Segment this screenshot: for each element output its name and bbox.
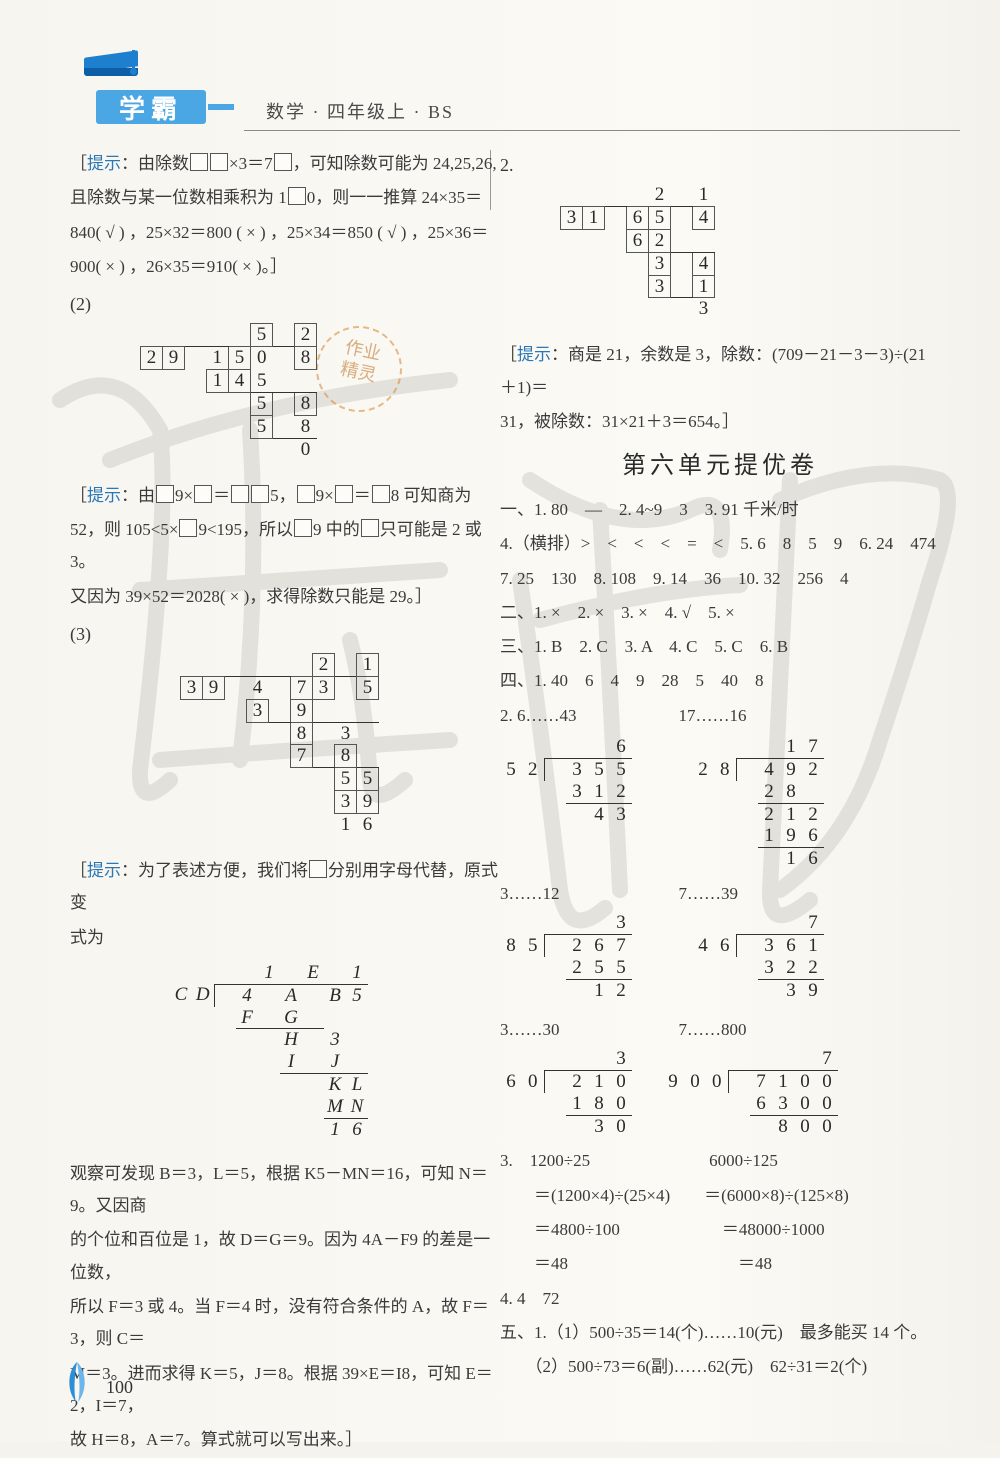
hint2-line1: ［提示：由9×＝5，9×＝8 可知商为 [70,480,500,512]
hint2-line3: 又因为 39×52＝2028( × )，求得除数只能是 29。］ [70,581,500,613]
ans-yi-2: 4.（横排）> < < < = < 5. 6 8 5 9 6. 24 474 [500,528,940,560]
ans-er: 二、1. × 2. × 3. × 4. √ 5. × [500,597,940,629]
rem-line-2: 3……12 7……39 [500,878,940,910]
long-division-top-right: 21 31654 62 34 31 3 [560,184,715,320]
feather-icon [62,1360,92,1404]
right-column: 2. 21 31654 62 34 31 3 ［提示：商是 21，余数是 3，除… [500,148,940,1385]
para4: M＝3。进而求得 K＝5，J＝8。根据 39×E＝I8，可知 E＝2，I＝7， [70,1358,500,1423]
logo: 学霸 [96,90,206,124]
hint2-line2: 52，则 105<5×9<195，所以9 中的只可能是 2 或 3。 [70,514,500,579]
division-row-1: 6 52355 312 43 17 28492 28 212 196 16 [500,736,940,870]
problem-3-label: (3) [70,617,500,651]
division-row-3: 3 60210 180 30 7 9007100 6300 800 [500,1048,940,1137]
ld-B: 17 28492 28 212 196 16 [692,736,824,870]
ans-yi-1: 一、1. 80 — 2. 4~9 3 3. 91 千米/时 [500,494,940,526]
hintR-line1: ［提示：商是 21，余数是 3，除数：(709－21－3－3)÷(21＋1)＝ [500,339,940,404]
ld-F: 7 9007100 6300 800 [662,1048,838,1137]
hintR-line2: 31，被除数：31×21＋3＝654。］ [500,406,940,438]
hint1-line2: 且除数与某一位数相乘积为 10，则一一推算 24×35＝ [70,182,500,214]
hint3-line2: 式为 [70,922,500,954]
ld-A: 6 52355 312 43 [500,736,632,870]
ans-yi-3: 7. 25 130 8. 108 9. 14 36 10. 32 256 4 [500,563,940,595]
long-division-4: 1E1 CD4AB5 FG H3 IJ KL MN 16 [170,962,368,1141]
para1: 观察可发现 B＝3，L＝5，根据 K5－MN＝16，可知 N＝9。又因商 [70,1158,500,1223]
hint1-line3: 840( √ ) ，25×32＝800 ( × ) ，25×34＝850 ( √… [70,217,500,249]
wu-1: 五、1.（1）500÷35＝14(个)……10(元) 最多能买 14 个。 [500,1317,940,1349]
ans-si-2: 2. 6……43 17……16 [500,700,940,732]
q4: 4. 4 72 [500,1283,940,1315]
long-division-3: 21 394735 39 83 78 55 39 16 [180,653,379,836]
q3-line3: ＝4800÷100 ＝48000÷1000 [500,1214,940,1246]
ld-C: 3 85267 255 12 [500,912,632,1001]
rem-line-3: 3……30 7……800 [500,1014,940,1046]
header-rule [244,130,960,131]
long-division-2: 52 291508 145 58 58 0 [140,323,317,460]
ld-E: 3 60210 180 30 [500,1048,632,1137]
subject-text: 数学 · 四年级上 · BS [266,98,454,124]
para3: 所以 F＝3 或 4。当 F＝4 时，没有符合条件的 A，故 F＝3，则 C＝ [70,1291,500,1356]
problem-2-label: (2) [70,287,500,321]
ld-D: 7 46361 322 39 [692,912,824,1001]
q3-line4: ＝48 ＝48 [500,1248,940,1280]
q3-line2: ＝(1200×4)÷(25×4) ＝(6000×8)÷(125×8) [500,1180,940,1212]
ans-san: 三、1. B 2. C 3. A 4. C 5. C 6. B [500,631,940,663]
hint3-line1: ［提示：为了表述方便，我们将分别用字母代替，原式变 [70,855,500,920]
para5: 故 H＝8，A＝7。算式就可以写出来。］ [70,1424,500,1456]
section-title: 第六单元提优卷 [500,444,940,490]
ans-si-1: 四、1. 40 6 4 9 28 5 40 8 [500,665,940,697]
left-column: ［提示：由除数×3＝7，可知除数可能为 24,25,26, 且除数与某一位数相乘… [70,148,500,1458]
hint1-line4: 900( × ) ，26×35＝910( × )。］ [70,251,500,283]
graduation-cap-icon [84,54,138,88]
page: 学霸 数学 · 四年级上 · BS 作业精灵 ［提示：由除数 [0,0,1000,1442]
q3-line1: 3. 1200÷25 6000÷125 [500,1145,940,1177]
page-number: 100 [106,1377,133,1398]
hint1-line1: ［提示：由除数×3＝7，可知除数可能为 24,25,26, [70,148,500,180]
para2: 的个位和百位是 1，故 D＝G＝9。因为 4A－F9 的差是一位数， [70,1224,500,1289]
division-row-2: 3 85267 255 12 7 46361 322 39 [500,912,940,1001]
wu-2: （2）500÷73＝6(副)……62(元) 62÷31＝2(个) [500,1351,940,1383]
header: 学霸 数学 · 四年级上 · BS [66,62,960,128]
r-problem-2: 2. [500,148,940,182]
